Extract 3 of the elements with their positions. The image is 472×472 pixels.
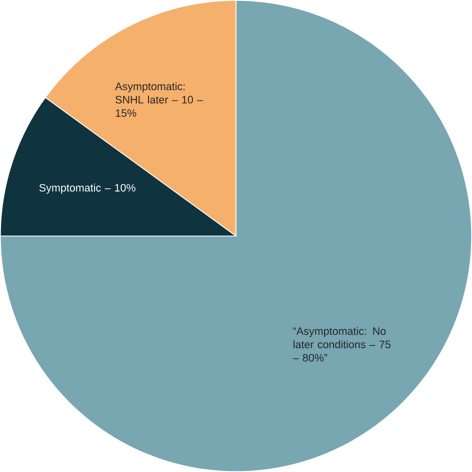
slice-label: Symptomatic – 10% bbox=[39, 184, 136, 194]
slice-label: “Asymptomatic: No later conditions – 75 – 80%” bbox=[292, 327, 390, 362]
slice-label: Asymptomatic: SNHL later – 10 – 15% bbox=[115, 82, 203, 117]
